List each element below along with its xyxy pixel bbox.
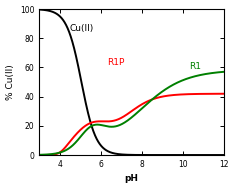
X-axis label: pH: pH: [124, 174, 139, 184]
Text: R1P: R1P: [107, 57, 124, 67]
Text: R1: R1: [189, 62, 201, 71]
Y-axis label: % Cu(II): % Cu(II): [6, 64, 15, 100]
Text: Cu(II): Cu(II): [69, 24, 93, 33]
